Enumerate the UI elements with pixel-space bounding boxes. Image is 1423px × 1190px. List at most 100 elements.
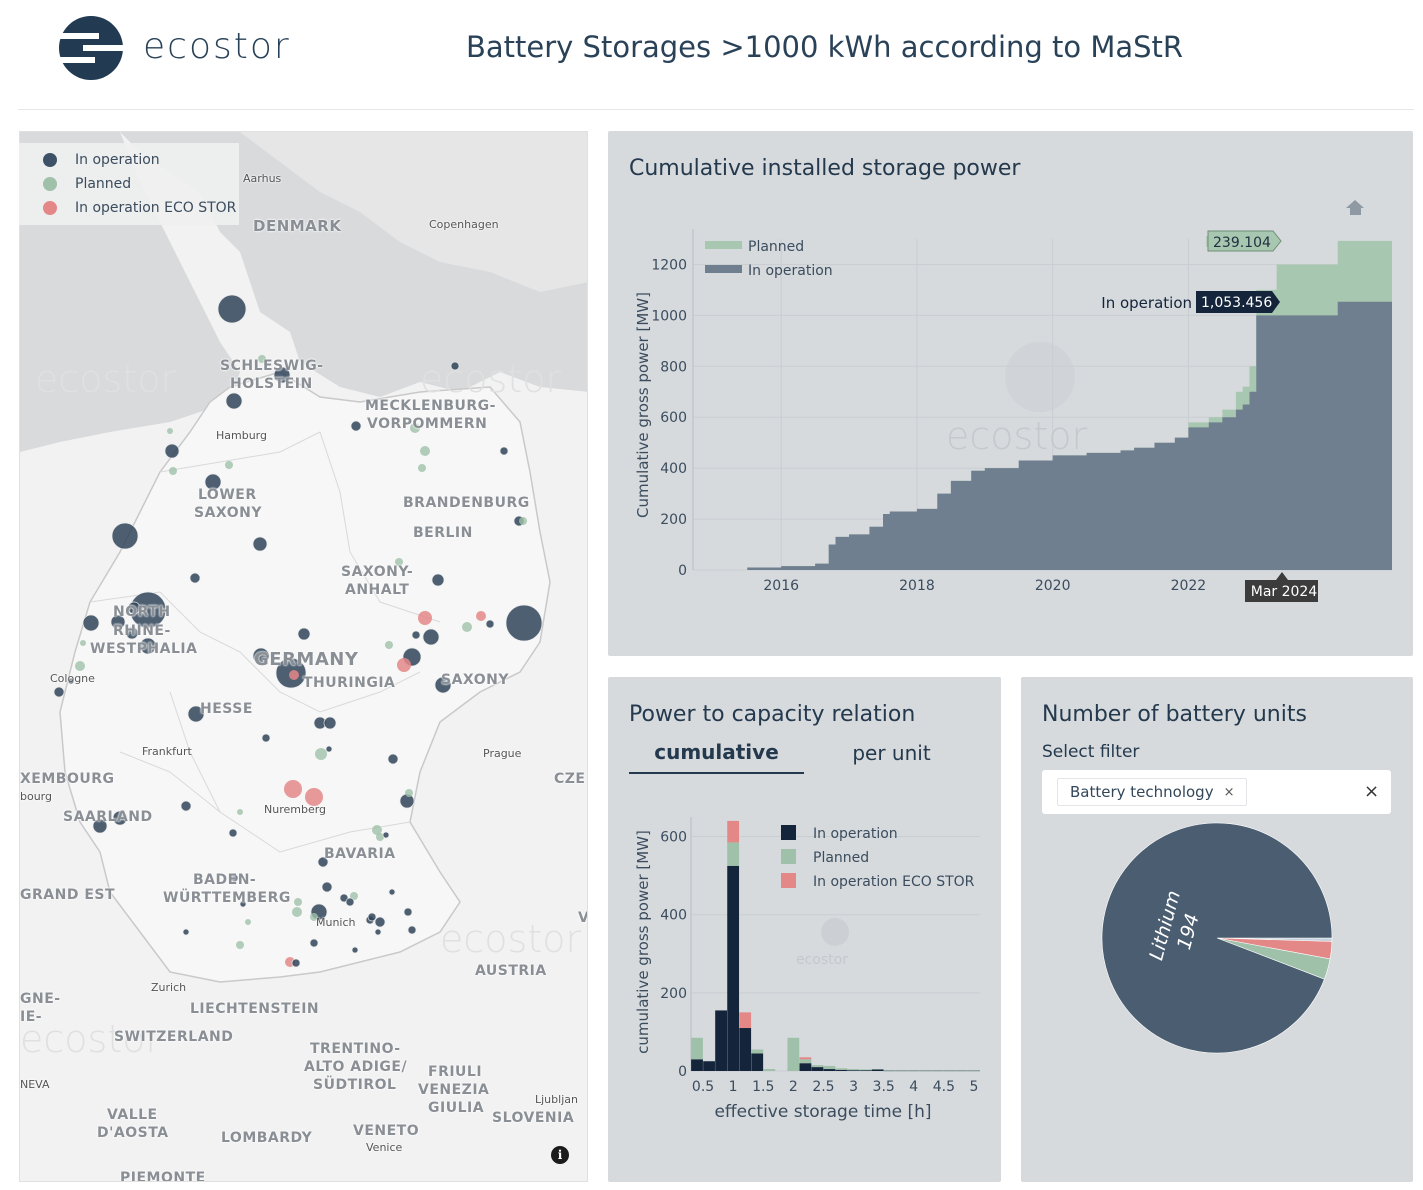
clear-filter-icon[interactable]: × <box>1364 781 1380 802</box>
storage-site-marker[interactable] <box>476 611 486 621</box>
storage-site-marker[interactable] <box>431 573 445 587</box>
storage-site-marker[interactable] <box>237 809 243 815</box>
storage-site-marker[interactable] <box>350 892 358 900</box>
storage-site-marker[interactable] <box>291 958 301 968</box>
histogram-bar[interactable] <box>871 1069 884 1071</box>
histogram-bar[interactable] <box>883 1070 896 1071</box>
histogram-bar[interactable] <box>727 842 740 866</box>
storage-site-marker[interactable] <box>252 536 268 552</box>
storage-time-histogram[interactable]: 0 200 400 600 ecostor 0.5 1 1.5 2 2.5 3 3.5 4 4.5 5 eff… <box>608 677 1001 1182</box>
histogram-bar[interactable] <box>907 1070 920 1072</box>
storage-site-marker[interactable] <box>418 611 432 625</box>
storage-site-marker[interactable] <box>80 640 86 646</box>
storage-site-marker[interactable] <box>75 661 85 671</box>
storage-site-marker[interactable] <box>139 637 157 655</box>
storage-site-marker[interactable] <box>385 641 393 649</box>
histogram-bar[interactable] <box>763 1069 776 1071</box>
storage-site-marker[interactable] <box>350 420 362 432</box>
histogram-bar[interactable] <box>968 1070 980 1071</box>
histogram-bar[interactable] <box>715 1010 728 1071</box>
storage-site-marker[interactable] <box>339 893 349 903</box>
histogram-bar[interactable] <box>919 1070 932 1072</box>
storage-site-marker[interactable] <box>407 925 417 935</box>
storage-site-marker[interactable] <box>169 467 177 475</box>
storage-site-marker[interactable] <box>410 423 420 433</box>
histogram-bar[interactable] <box>907 1070 920 1071</box>
histogram-bar[interactable] <box>931 1070 944 1072</box>
ecostor-logo-icon[interactable] <box>59 16 123 80</box>
histogram-bar[interactable] <box>799 1057 812 1060</box>
map-legend-item[interactable]: In operation <box>43 150 160 170</box>
histogram-bar[interactable] <box>883 1070 896 1072</box>
storage-site-marker[interactable] <box>110 614 126 630</box>
histogram-bar[interactable] <box>751 1049 764 1054</box>
storage-site-marker[interactable] <box>217 294 247 324</box>
storage-site-marker[interactable] <box>284 780 302 798</box>
histogram-bar[interactable] <box>739 1012 752 1029</box>
germany-map[interactable]: ecostor ecostor ecostor ecostor <box>20 132 588 1182</box>
storage-site-marker[interactable] <box>92 818 108 834</box>
histogram-bar[interactable] <box>847 1070 860 1071</box>
histogram-bar[interactable] <box>799 1059 812 1064</box>
storage-site-marker[interactable] <box>376 833 384 841</box>
storage-site-marker[interactable] <box>485 619 495 629</box>
storage-site-marker[interactable] <box>405 789 413 797</box>
storage-site-marker[interactable] <box>53 686 65 698</box>
histogram-bar[interactable] <box>703 1061 715 1071</box>
in-operation-area[interactable] <box>693 301 1392 570</box>
histogram-bar[interactable] <box>847 1069 860 1071</box>
histogram-bar[interactable] <box>835 1069 848 1071</box>
histogram-bar[interactable] <box>859 1069 872 1071</box>
storage-site-marker[interactable] <box>261 733 271 743</box>
histogram-bar[interactable] <box>823 1065 836 1070</box>
storage-site-marker[interactable] <box>403 907 413 917</box>
histogram-bar[interactable] <box>727 865 740 1071</box>
storage-site-marker[interactable] <box>182 928 190 936</box>
storage-site-marker[interactable] <box>228 828 238 838</box>
chip-remove-icon[interactable]: × <box>1223 784 1235 800</box>
histogram-bar[interactable] <box>811 1065 824 1068</box>
legend-label[interactable]: In operation <box>813 826 898 842</box>
storage-site-marker[interactable] <box>450 361 460 371</box>
storage-site-marker[interactable] <box>127 601 141 615</box>
storage-site-marker[interactable] <box>112 810 128 826</box>
storage-site-marker[interactable] <box>252 647 270 665</box>
histogram-bar[interactable] <box>968 1070 980 1072</box>
histogram-bar[interactable] <box>787 1037 800 1071</box>
histogram-bar[interactable] <box>727 820 740 843</box>
pie-slice[interactable] <box>1101 822 1333 1054</box>
storage-site-marker[interactable] <box>462 622 472 632</box>
storage-site-marker[interactable] <box>397 658 411 672</box>
storage-site-marker[interactable] <box>323 716 337 730</box>
storage-site-marker[interactable] <box>273 366 291 384</box>
histogram-bar[interactable] <box>943 1070 956 1072</box>
storage-site-marker[interactable] <box>519 517 527 525</box>
storage-site-marker[interactable] <box>164 443 180 459</box>
histogram-bar[interactable] <box>956 1070 968 1071</box>
storage-site-marker[interactable] <box>297 627 311 641</box>
histogram-bar[interactable] <box>811 1067 824 1071</box>
histogram-bar[interactable] <box>895 1070 908 1072</box>
storage-site-marker[interactable] <box>239 900 247 908</box>
home-icon[interactable] <box>1346 200 1364 215</box>
storage-site-marker[interactable] <box>229 873 239 883</box>
histogram-bar[interactable] <box>871 1069 884 1070</box>
storage-site-marker[interactable] <box>387 753 399 765</box>
storage-site-marker[interactable] <box>225 392 243 410</box>
storage-site-marker[interactable] <box>418 464 426 472</box>
storage-site-marker[interactable] <box>309 938 319 948</box>
storage-site-marker[interactable] <box>82 614 100 632</box>
storage-site-marker[interactable] <box>388 888 396 896</box>
legend-label[interactable]: In operation ECO STOR <box>813 874 975 890</box>
histogram-bar[interactable] <box>799 1063 812 1071</box>
histogram-bar[interactable] <box>943 1070 956 1071</box>
map-panel[interactable]: ecostor ecostor ecostor ecostor DENMARK Aarh… <box>19 131 588 1182</box>
histogram-bar[interactable] <box>956 1070 968 1072</box>
storage-site-marker[interactable] <box>382 831 390 839</box>
storage-site-marker[interactable] <box>505 604 543 642</box>
tab-per-unit[interactable]: per unit <box>852 741 931 765</box>
storage-site-marker[interactable] <box>499 446 509 456</box>
storage-site-marker[interactable] <box>204 473 222 491</box>
info-icon[interactable]: i <box>551 1146 569 1164</box>
storage-site-marker[interactable] <box>289 670 299 680</box>
